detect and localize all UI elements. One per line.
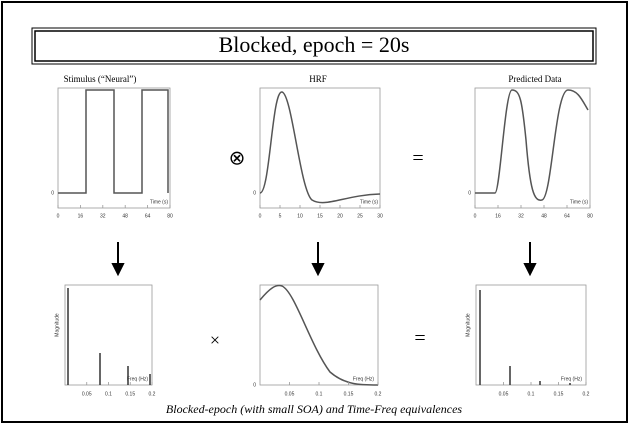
operator: ⊗ [229,148,246,170]
y-origin-label: 0 [468,190,471,196]
x-tick-label: 0.1 [528,391,535,397]
y-axis-label: Magnitude [54,313,60,337]
x-tick-label: 80 [587,213,593,219]
spectrum-stems [67,288,151,385]
x-tick-label: 0.05 [285,391,295,397]
x-tick-label: 0.05 [82,391,92,397]
operator: = [414,328,425,350]
x-axis-label: Time (s) [150,199,168,205]
x-tick-label: 32 [518,213,524,219]
stimulus-curve [58,89,169,194]
x-tick-label: 20 [337,213,343,219]
plot-frame [474,87,591,209]
y-origin-label: 0 [253,190,256,196]
x-tick-label: 25 [357,213,363,219]
y-origin-label: 0 [253,382,256,388]
caption: Blocked-epoch (with small SOA) and Time-… [166,402,462,416]
plot-frame [57,87,171,209]
y-axis-label: Magnitude [465,313,471,337]
x-tick-label: 0.15 [125,391,135,397]
x-tick-label: 0 [474,213,477,219]
x-tick-label: 0.05 [499,391,509,397]
operator: × [210,330,220,350]
title-box-inner [34,30,594,62]
x-tick-label: 0.2 [375,391,382,397]
x-tick-label: 0.2 [149,391,156,397]
predicted-curve [475,89,589,201]
x-axis-label: Time (s) [360,199,378,205]
x-tick-label: 0 [259,213,262,219]
column-label: Predicted Data [508,74,561,84]
x-tick-label: 32 [100,213,106,219]
x-tick-label: 64 [145,213,151,219]
column-label: Stimulus (“Neural”) [64,74,137,84]
x-tick-label: 0.15 [554,391,564,397]
x-tick-label: 0.1 [105,391,112,397]
x-tick-label: 5 [279,213,282,219]
arrows [111,242,537,277]
x-axis-label: Freq (Hz) [353,376,374,382]
x-tick-label: 48 [541,213,547,219]
y-origin-label: 0 [51,190,54,196]
title: Blocked, epoch = 20s [219,32,410,57]
x-axis-label: Freq (Hz) [127,376,148,382]
x-tick-label: 64 [564,213,570,219]
x-tick-label: 15 [317,213,323,219]
x-axis-label: Time (s) [570,199,588,205]
x-axis-label: Freq (Hz) [561,376,582,382]
hrf-curve [259,91,381,204]
x-tick-label: 30 [377,213,383,219]
column-label: HRF [309,74,327,84]
spectrum-stems [479,290,571,385]
x-tick-label: 10 [297,213,303,219]
x-tick-label: 16 [78,213,84,219]
x-tick-label: 16 [495,213,501,219]
title-box [31,27,597,65]
x-tick-label: 0.15 [344,391,354,397]
hrf-spectrum-curve [259,284,379,386]
x-tick-label: 0.2 [583,391,590,397]
x-tick-label: 0 [57,213,60,219]
x-tick-label: 0.1 [316,391,323,397]
operator: = [412,148,423,170]
x-tick-label: 80 [167,213,173,219]
x-tick-label: 48 [122,213,128,219]
